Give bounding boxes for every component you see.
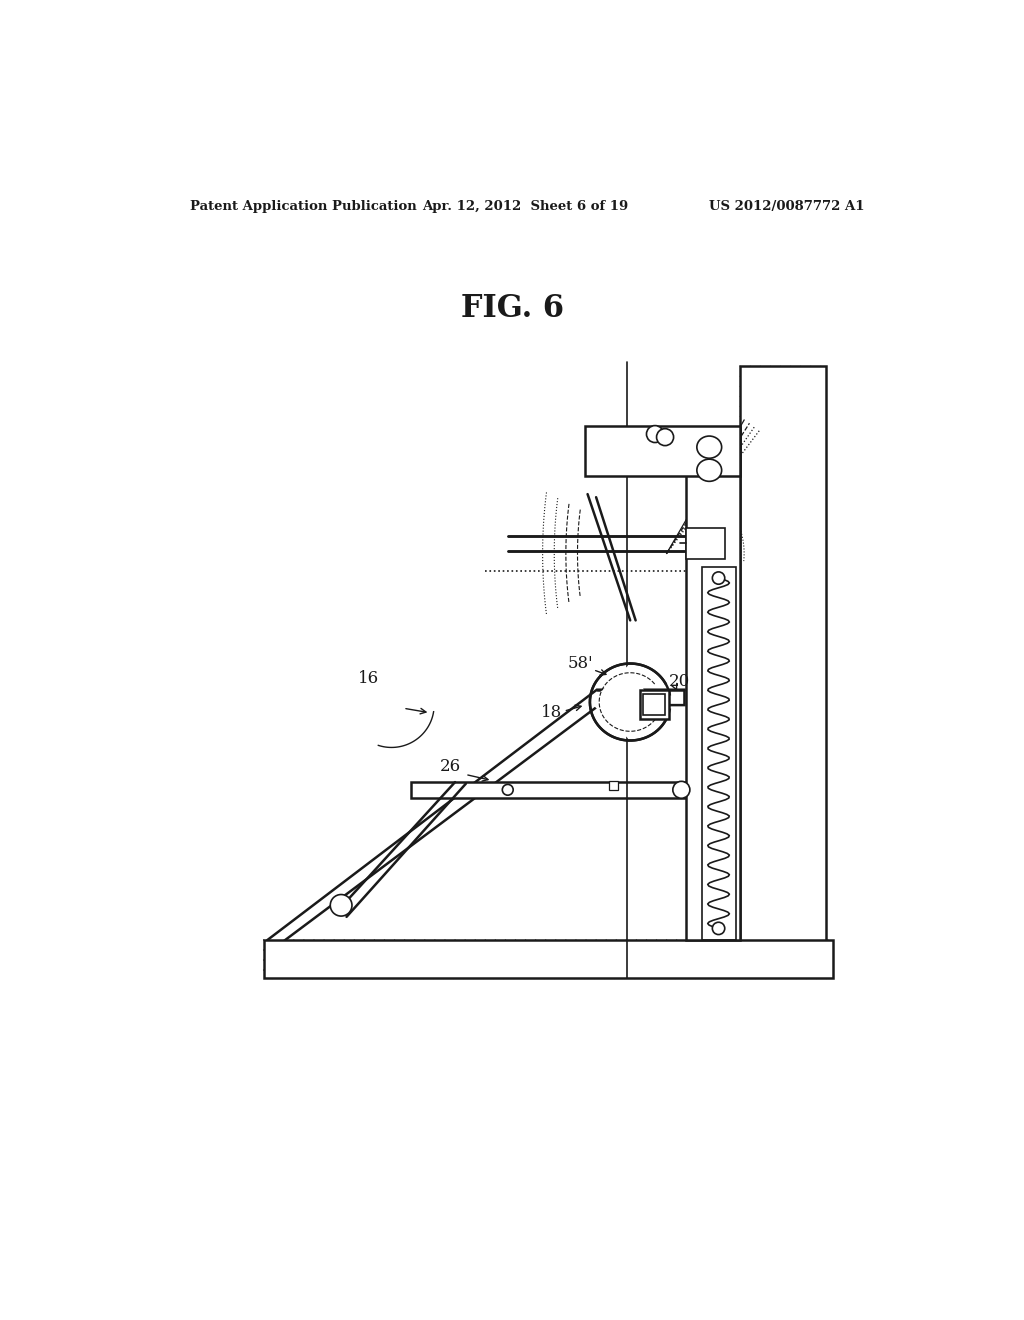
Ellipse shape (697, 436, 722, 458)
Bar (643, 693, 665, 715)
Bar (411, 781, 701, 797)
Circle shape (656, 429, 674, 446)
Ellipse shape (697, 459, 722, 482)
Circle shape (713, 923, 725, 935)
Bar (263, 940, 834, 978)
Bar (640, 689, 669, 719)
Text: 58': 58' (567, 655, 594, 672)
Polygon shape (267, 689, 684, 952)
Bar (586, 426, 740, 477)
Text: Patent Application Publication: Patent Application Publication (190, 199, 417, 213)
Circle shape (331, 895, 352, 916)
Text: Apr. 12, 2012  Sheet 6 of 19: Apr. 12, 2012 Sheet 6 of 19 (422, 199, 628, 213)
Text: 16: 16 (357, 669, 379, 686)
Text: 20: 20 (669, 673, 690, 690)
Bar (701, 566, 735, 940)
Text: FIG. 6: FIG. 6 (461, 293, 564, 323)
Circle shape (673, 781, 690, 799)
Bar (608, 780, 617, 789)
Circle shape (713, 572, 725, 585)
Bar (686, 428, 740, 940)
Bar (740, 367, 825, 974)
Text: 18: 18 (541, 705, 562, 721)
Polygon shape (590, 664, 650, 741)
Text: 26: 26 (440, 758, 461, 775)
Circle shape (503, 784, 513, 795)
Circle shape (646, 425, 664, 442)
Text: US 2012/0087772 A1: US 2012/0087772 A1 (709, 199, 864, 213)
Bar (686, 528, 725, 558)
